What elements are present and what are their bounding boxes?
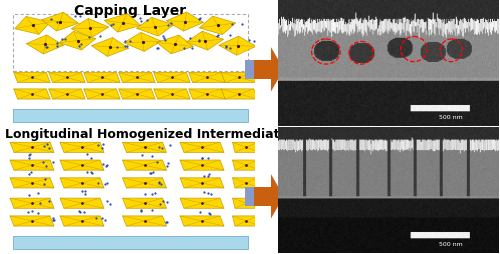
Polygon shape [84, 72, 120, 83]
Text: Longitudinal Homogenized Intermediates: Longitudinal Homogenized Intermediates [5, 128, 296, 141]
Polygon shape [49, 89, 85, 99]
Polygon shape [122, 178, 166, 188]
FancyBboxPatch shape [244, 187, 254, 206]
Polygon shape [59, 31, 96, 50]
Polygon shape [271, 47, 283, 91]
Polygon shape [219, 36, 256, 55]
Polygon shape [122, 216, 166, 226]
Polygon shape [232, 198, 260, 208]
Polygon shape [180, 178, 224, 188]
Text: Capping Layer: Capping Layer [74, 4, 186, 18]
Polygon shape [122, 142, 166, 152]
Polygon shape [60, 216, 104, 226]
Polygon shape [10, 160, 54, 170]
Polygon shape [200, 16, 235, 35]
Polygon shape [119, 89, 155, 99]
Polygon shape [60, 142, 104, 152]
Polygon shape [26, 35, 64, 54]
Polygon shape [119, 72, 155, 83]
Polygon shape [10, 198, 54, 208]
FancyBboxPatch shape [12, 236, 248, 249]
Polygon shape [10, 216, 54, 226]
Polygon shape [15, 17, 50, 34]
Polygon shape [180, 160, 224, 170]
Polygon shape [122, 160, 166, 170]
Polygon shape [180, 142, 224, 152]
Polygon shape [42, 12, 78, 31]
Polygon shape [180, 216, 224, 226]
Polygon shape [232, 160, 260, 170]
Polygon shape [232, 142, 260, 152]
Polygon shape [136, 17, 173, 36]
Polygon shape [72, 19, 108, 37]
FancyBboxPatch shape [244, 60, 254, 79]
Text: 500 nm: 500 nm [439, 242, 463, 247]
Polygon shape [166, 12, 203, 31]
FancyBboxPatch shape [254, 60, 271, 79]
Polygon shape [271, 174, 283, 218]
Polygon shape [186, 31, 224, 50]
Polygon shape [232, 178, 260, 188]
FancyBboxPatch shape [254, 187, 271, 206]
Polygon shape [60, 198, 104, 208]
Polygon shape [104, 14, 141, 32]
Polygon shape [154, 89, 190, 99]
Polygon shape [14, 89, 50, 99]
Polygon shape [14, 72, 50, 83]
Polygon shape [10, 178, 54, 188]
Polygon shape [92, 38, 128, 56]
Polygon shape [156, 35, 194, 54]
Polygon shape [60, 178, 104, 188]
Polygon shape [221, 72, 258, 83]
Polygon shape [232, 216, 260, 226]
Polygon shape [124, 33, 161, 51]
Text: 500 nm: 500 nm [439, 115, 463, 120]
Polygon shape [221, 89, 258, 99]
Polygon shape [10, 142, 54, 152]
Polygon shape [84, 89, 120, 99]
Polygon shape [49, 72, 85, 83]
Polygon shape [154, 72, 190, 83]
Polygon shape [122, 198, 166, 208]
Polygon shape [189, 89, 225, 99]
Polygon shape [180, 198, 224, 208]
FancyBboxPatch shape [12, 109, 248, 122]
Polygon shape [189, 72, 225, 83]
Polygon shape [60, 160, 104, 170]
